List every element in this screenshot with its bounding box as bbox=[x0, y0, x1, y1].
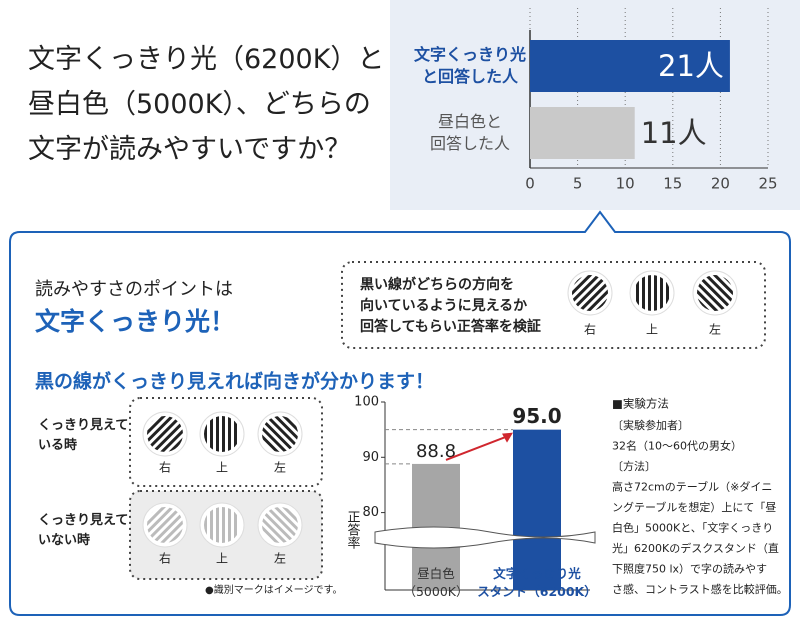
stripe-mark bbox=[147, 416, 184, 452]
stripe-mark bbox=[634, 275, 670, 311]
direction-label: 左 bbox=[709, 322, 721, 337]
row-label: くっきり見えている時 bbox=[38, 418, 128, 453]
method-line: 32名（10〜60代の男女） bbox=[612, 439, 742, 453]
test-box bbox=[341, 261, 766, 349]
y-tick-label: 100 bbox=[354, 395, 379, 410]
category-label: 昼白色と回答した人 bbox=[430, 112, 510, 153]
direction-label: 右 bbox=[159, 551, 171, 566]
trend-arrow bbox=[445, 434, 510, 461]
value-label: 21人 bbox=[658, 49, 724, 83]
stripe-mark bbox=[697, 275, 733, 311]
y-tick-label: 80 bbox=[362, 505, 379, 520]
stripe-mark bbox=[146, 507, 183, 543]
x-tick-label: 20 bbox=[711, 175, 730, 193]
x-tick-label: 5 bbox=[573, 175, 583, 193]
arrow-head bbox=[502, 432, 513, 443]
method-line: ングテーブルを想定）上にて「昼 bbox=[612, 500, 776, 514]
bar bbox=[530, 40, 730, 92]
method-line: 白色」5000Kと、「文字くっきり bbox=[612, 521, 773, 535]
x-tick-label: 10 bbox=[616, 175, 635, 193]
direction-label: 上 bbox=[646, 323, 658, 337]
method-title: ■実験方法 bbox=[612, 397, 669, 411]
direction-label: 上 bbox=[216, 461, 228, 475]
question: 文字くっきり光（6200K）と昼白色（5000K）、どちらの文字が読みやすいです… bbox=[28, 44, 384, 165]
category-label: 文字くっきり光と回答した人 bbox=[414, 45, 526, 86]
stripe-mark bbox=[572, 275, 608, 311]
note: ●識別マークはイメージです。 bbox=[205, 583, 343, 596]
value-label: 11人 bbox=[641, 116, 707, 150]
chart-panel bbox=[390, 0, 800, 210]
point-highlight: 文字くっきり光！ bbox=[35, 307, 235, 336]
bar bbox=[530, 107, 635, 159]
x-tick-label: 0 bbox=[525, 175, 535, 193]
x-tick-label: 15 bbox=[663, 175, 682, 193]
category-label: 文字くっきり光スタンド（6200K） bbox=[477, 566, 596, 599]
category-label: 昼白色（5000K） bbox=[403, 566, 468, 599]
stripe-mark bbox=[204, 507, 240, 543]
method-line: 〔方法〕 bbox=[612, 459, 656, 473]
method-line: 下照度750 lx）で字の読みやす bbox=[612, 562, 767, 576]
value-label: 95.0 bbox=[512, 404, 561, 428]
visible-box bbox=[129, 397, 323, 487]
direction-label: 左 bbox=[274, 551, 286, 566]
method-line: 光」6200Kのデスクスタンド（直 bbox=[612, 541, 779, 555]
method-line: さ感、コントラスト感を比較評価。 bbox=[612, 582, 788, 596]
direction-label: 左 bbox=[274, 460, 286, 475]
value-label: 88.8 bbox=[416, 441, 456, 462]
stripe-mark bbox=[204, 416, 240, 452]
method-line: 高さ72cmのテーブル（※ダイニ bbox=[612, 480, 772, 494]
method-line: 〔実験参加者〕 bbox=[612, 418, 689, 432]
stripe-mark bbox=[262, 416, 298, 452]
direction-label: 右 bbox=[584, 322, 596, 337]
x-tick-label: 25 bbox=[758, 175, 777, 193]
direction-label: 上 bbox=[216, 552, 228, 566]
axis-break bbox=[374, 526, 596, 549]
stripe-mark bbox=[262, 507, 298, 543]
headline: 黒の線がくっきり見えれば向きが分かります！ bbox=[35, 370, 434, 393]
bar bbox=[513, 429, 561, 590]
point-lead: 読みやすさのポイントは bbox=[35, 279, 233, 300]
direction-label: 右 bbox=[159, 460, 171, 475]
y-tick-label: 90 bbox=[362, 450, 379, 465]
row-label: くっきり見えていない時 bbox=[38, 513, 128, 548]
content: 右上左右上左右上左〔実験参加者〕32名（10〜60代の男女）〔方法〕高さ72cm… bbox=[142, 8, 788, 599]
test-text: 黒い線がどちらの方向を向いているように見えるか回答してもらい正答率を検証 bbox=[360, 276, 541, 335]
y-axis-label: 正答率 bbox=[345, 510, 361, 549]
